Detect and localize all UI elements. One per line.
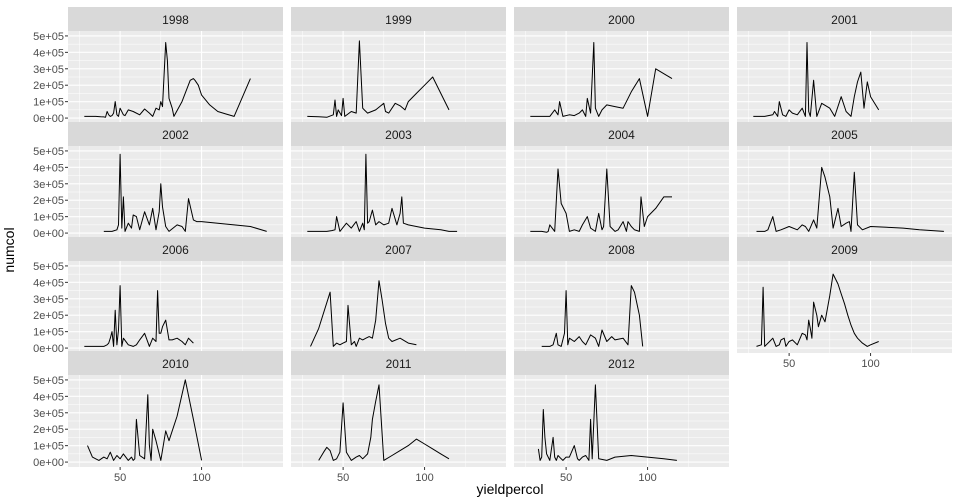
y-tick-label: 5e+05 bbox=[33, 31, 64, 43]
y-axis: 0e+00 1e+05 2e+05 3e+05 4e+05 5e+05 0e+00 1e+05… bbox=[33, 31, 68, 469]
y-tick-label: 0e+00 bbox=[33, 343, 64, 355]
y-tick-label: 4e+05 bbox=[33, 391, 64, 403]
x-axis-title: yieldpercol bbox=[477, 481, 544, 497]
facet-strip-label: 2012 bbox=[608, 357, 635, 371]
series-line-2009 bbox=[756, 273, 879, 347]
facet-strip bbox=[737, 122, 952, 146]
facet-strip bbox=[291, 7, 506, 31]
y-tick-label: 3e+05 bbox=[33, 408, 64, 420]
y-tick-label: 4e+05 bbox=[33, 47, 64, 59]
y-tick-label: 1e+05 bbox=[33, 97, 64, 109]
series-line-2008 bbox=[541, 285, 644, 347]
facet-strip bbox=[291, 122, 506, 146]
facet-panel-2006: 2006 bbox=[68, 237, 283, 353]
facet-panel-2009: 2009 bbox=[737, 237, 952, 353]
facet-panel-2007: 2007 bbox=[291, 237, 506, 353]
series-line-1998 bbox=[84, 42, 251, 118]
facet-strip-label: 2002 bbox=[162, 128, 189, 142]
y-axis-title: numcol bbox=[1, 227, 17, 272]
facet-strip-label: 2005 bbox=[831, 128, 858, 142]
facet-strip-label: 2010 bbox=[162, 357, 189, 371]
y-tick-label: 3e+05 bbox=[33, 179, 64, 191]
y-tick-label: 0e+00 bbox=[33, 457, 64, 469]
x-axis: 50 100 50 100 50 100 50 100 bbox=[114, 353, 880, 484]
x-tick-label: 100 bbox=[192, 472, 210, 484]
facet-strip-label: 2011 bbox=[386, 357, 412, 371]
facet-strip-label: 2009 bbox=[831, 243, 858, 257]
series-line-2001 bbox=[753, 42, 880, 117]
facet-strip bbox=[514, 7, 729, 31]
facet-panel-2002: 2002 bbox=[68, 122, 283, 238]
y-tick-label: 1e+05 bbox=[33, 212, 64, 224]
x-tick-label: 100 bbox=[861, 358, 879, 370]
facet-strip-label: 2007 bbox=[385, 243, 412, 257]
facet-strip bbox=[514, 122, 729, 146]
facet-panel-2001: 2001 bbox=[737, 7, 952, 123]
facet-strip bbox=[68, 122, 283, 146]
facet-panels: 1998 1999 2000 2001 2002 2003 2004 2005 2006 2007… bbox=[68, 7, 952, 467]
series-line-2003 bbox=[307, 153, 458, 232]
y-tick-label: 4e+05 bbox=[33, 277, 64, 289]
facet-strip-label: 1999 bbox=[385, 13, 412, 27]
facet-panel-1999: 1999 bbox=[291, 7, 506, 123]
x-tick-label: 50 bbox=[114, 472, 126, 484]
facet-panel-2000: 2000 bbox=[514, 7, 729, 123]
facet-panel-2011: 2011 bbox=[291, 351, 506, 467]
facet-panel-2004: 2004 bbox=[514, 122, 729, 238]
facet-strip-label: 2001 bbox=[831, 13, 858, 27]
facet-panel-2003: 2003 bbox=[291, 122, 506, 238]
x-tick-label: 100 bbox=[638, 472, 656, 484]
y-tick-label: 3e+05 bbox=[33, 294, 64, 306]
facet-strip-label: 2003 bbox=[385, 128, 412, 142]
y-tick-label: 2e+05 bbox=[33, 80, 64, 92]
series-line-2011 bbox=[318, 384, 450, 461]
facet-panel-2005: 2005 bbox=[737, 122, 952, 238]
series-line-2005 bbox=[756, 166, 944, 232]
y-tick-label: 4e+05 bbox=[33, 162, 64, 174]
facet-strip-label: 2006 bbox=[162, 243, 189, 257]
facet-strip-label: 2000 bbox=[608, 13, 635, 27]
series-line-2010 bbox=[87, 379, 203, 461]
facet-panel-2012: 2012 bbox=[514, 351, 729, 467]
facet-strip-label: 2004 bbox=[608, 128, 635, 142]
facet-strip bbox=[68, 7, 283, 31]
facet-strip bbox=[68, 351, 283, 375]
y-tick-label: 1e+05 bbox=[33, 327, 64, 339]
series-line-2007 bbox=[310, 280, 417, 347]
y-tick-label: 5e+05 bbox=[33, 375, 64, 387]
series-line-2006 bbox=[84, 285, 194, 347]
y-tick-label: 2e+05 bbox=[33, 195, 64, 207]
facet-strip bbox=[68, 237, 283, 261]
series-line-1999 bbox=[307, 40, 450, 118]
series-line-2004 bbox=[530, 168, 672, 233]
y-tick-label: 0e+00 bbox=[33, 113, 64, 125]
y-tick-label: 2e+05 bbox=[33, 310, 64, 322]
y-tick-label: 0e+00 bbox=[33, 228, 64, 240]
series-line-2000 bbox=[530, 42, 673, 117]
facet-strip bbox=[737, 7, 952, 31]
facet-strip bbox=[291, 351, 506, 375]
facet-panel-2008: 2008 bbox=[514, 237, 729, 353]
facet-strip bbox=[514, 351, 729, 375]
x-tick-label: 50 bbox=[783, 358, 795, 370]
series-line-2002 bbox=[103, 153, 267, 232]
facet-panel-1998: 1998 bbox=[68, 7, 283, 123]
facet-strip bbox=[514, 237, 729, 261]
facet-strip bbox=[737, 237, 952, 261]
y-tick-label: 5e+05 bbox=[33, 261, 64, 273]
y-tick-label: 5e+05 bbox=[33, 146, 64, 158]
facet-strip-label: 2008 bbox=[608, 243, 635, 257]
facet-panel-2010: 2010 bbox=[68, 351, 283, 467]
facet-strip bbox=[291, 237, 506, 261]
facet-strip-label: 1998 bbox=[162, 13, 189, 27]
x-tick-label: 50 bbox=[337, 472, 349, 484]
series-line-2012 bbox=[537, 384, 677, 461]
y-tick-label: 3e+05 bbox=[33, 64, 64, 76]
x-tick-label: 50 bbox=[560, 472, 572, 484]
y-tick-label: 2e+05 bbox=[33, 424, 64, 436]
y-tick-label: 1e+05 bbox=[33, 441, 64, 453]
x-tick-label: 100 bbox=[415, 472, 433, 484]
